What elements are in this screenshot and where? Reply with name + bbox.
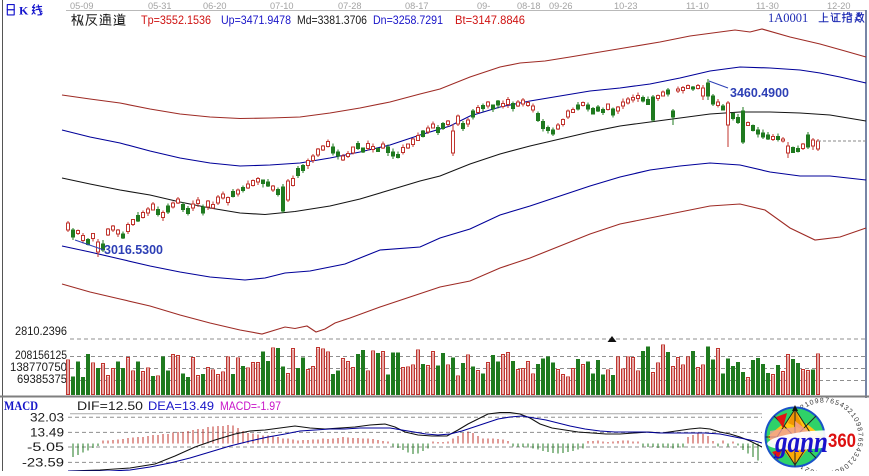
svg-text:-5.05: -5.05: [27, 442, 64, 454]
svg-text:2: 2: [846, 408, 854, 416]
svg-text:06-20: 06-20: [203, 1, 227, 11]
svg-text:-23.59: -23.59: [22, 458, 64, 470]
svg-text:1A0001: 1A0001: [768, 11, 808, 25]
svg-text:07-10: 07-10: [270, 1, 294, 11]
svg-text:1: 1: [849, 412, 857, 419]
svg-text:Tp=3552.1536: Tp=3552.1536: [141, 13, 211, 27]
svg-text:11-10: 11-10: [686, 1, 709, 11]
svg-text:3: 3: [852, 451, 860, 458]
svg-text:0: 0: [809, 399, 815, 407]
svg-text:2810.2396: 2810.2396: [15, 326, 67, 338]
svg-text:32.03: 32.03: [30, 413, 64, 425]
svg-text:09-26: 09-26: [549, 1, 573, 11]
svg-text:6: 6: [856, 437, 863, 441]
svg-text:6: 6: [829, 398, 834, 406]
svg-text:12-20: 12-20: [827, 1, 851, 11]
svg-text:MACD: MACD: [4, 398, 38, 413]
svg-text:0: 0: [842, 462, 849, 470]
svg-text:360: 360: [828, 430, 856, 452]
svg-text:1: 1: [846, 458, 854, 466]
svg-text:1: 1: [804, 401, 811, 409]
svg-text:69385375: 69385375: [17, 374, 67, 386]
svg-text:0: 0: [852, 416, 860, 423]
svg-text:10-23: 10-23: [614, 1, 638, 11]
svg-text:9: 9: [838, 464, 845, 471]
svg-text:gann: gann: [774, 424, 828, 459]
svg-text:4: 4: [838, 401, 845, 409]
svg-text:138770750: 138770750: [10, 362, 67, 374]
svg-text:3: 3: [842, 404, 849, 412]
svg-text:DEA=13.49: DEA=13.49: [148, 399, 214, 413]
svg-text:9: 9: [854, 421, 862, 427]
svg-text:8: 8: [820, 397, 824, 404]
svg-text:08-17: 08-17: [405, 1, 429, 11]
svg-text:11-30: 11-30: [756, 1, 779, 11]
svg-text:DIF=12.50: DIF=12.50: [77, 399, 143, 413]
svg-text:8: 8: [855, 427, 863, 432]
svg-text:08-18: 08-18: [517, 1, 541, 11]
svg-text:Bt=3147.8846: Bt=3147.8846: [455, 13, 525, 27]
svg-text:7: 7: [825, 397, 830, 404]
svg-text:3460.4900: 3460.4900: [730, 86, 789, 100]
svg-text:05-09: 05-09: [70, 1, 94, 11]
svg-text:K: K: [19, 4, 29, 18]
svg-text:Md=3381.3706: Md=3381.3706: [297, 13, 367, 27]
svg-text:MACD=-1.97: MACD=-1.97: [220, 399, 281, 413]
svg-text:07-28: 07-28: [338, 1, 362, 11]
svg-text:5: 5: [834, 399, 840, 407]
svg-text:9: 9: [814, 398, 819, 406]
svg-text:2: 2: [804, 465, 811, 471]
svg-text:Dn=3258.7291: Dn=3258.7291: [373, 13, 443, 27]
svg-text:3016.5300: 3016.5300: [104, 243, 163, 257]
svg-text:7: 7: [856, 432, 863, 436]
svg-text:05-31: 05-31: [148, 1, 172, 11]
svg-text:208156125: 208156125: [15, 350, 67, 362]
svg-text:5: 5: [855, 442, 863, 447]
svg-text:Up=3471.9478: Up=3471.9478: [221, 13, 291, 27]
svg-text:2: 2: [849, 455, 857, 462]
svg-text:09-: 09-: [477, 1, 490, 11]
svg-text:13.49: 13.49: [30, 428, 64, 440]
svg-text:4: 4: [854, 446, 862, 452]
